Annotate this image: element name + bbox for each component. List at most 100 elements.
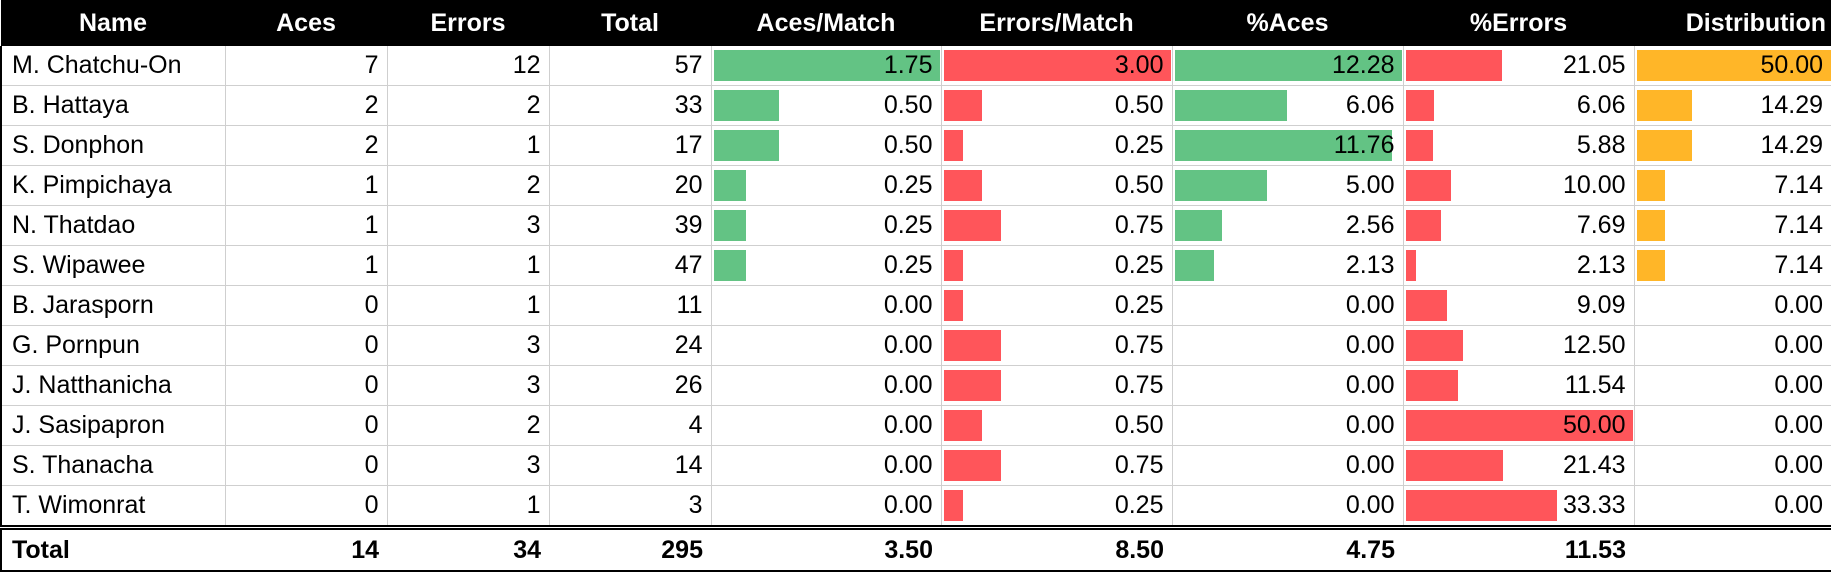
aces-cell[interactable]: 0 [224, 405, 387, 446]
errors-per-match-cell[interactable]: 3.00 [940, 46, 1172, 86]
errors-cell[interactable]: 1 [386, 125, 549, 166]
aces-cell[interactable]: 1 [224, 245, 387, 286]
distribution-cell[interactable]: 0.00 [1633, 485, 1831, 528]
aces-cell[interactable]: 7 [224, 46, 387, 86]
total-cell[interactable]: 17 [548, 125, 711, 166]
total-cell[interactable]: 47 [548, 245, 711, 286]
pct-aces-cell[interactable]: 2.56 [1171, 205, 1403, 246]
aces-cell[interactable]: 2 [224, 85, 387, 126]
errors-cell[interactable]: 3 [386, 365, 549, 406]
aces-per-match-cell[interactable]: 0.25 [710, 205, 941, 246]
aces-per-match-cell[interactable]: 0.25 [710, 245, 941, 286]
player-name-cell[interactable]: J. Natthanicha [0, 365, 225, 406]
pct-aces-cell[interactable]: 11.76 [1171, 125, 1403, 166]
totals-label[interactable]: Total [0, 525, 225, 572]
errors-cell[interactable]: 1 [386, 285, 549, 326]
distribution-cell[interactable]: 14.29 [1633, 85, 1831, 126]
aces-per-match-cell[interactable]: 0.00 [710, 485, 941, 528]
player-name-cell[interactable]: S. Thanacha [0, 445, 225, 486]
totals-errors-per-match[interactable]: 8.50 [941, 525, 1172, 572]
header-errors-per-match[interactable]: Errors/Match [941, 0, 1172, 46]
total-cell[interactable]: 57 [548, 46, 711, 86]
header-name[interactable]: Name [1, 0, 225, 46]
aces-per-match-cell[interactable]: 0.50 [710, 125, 941, 166]
errors-per-match-cell[interactable]: 0.75 [940, 205, 1172, 246]
errors-per-match-cell[interactable]: 0.25 [940, 485, 1172, 528]
total-cell[interactable]: 14 [548, 445, 711, 486]
header-distribution[interactable]: Distribution [1634, 0, 1831, 46]
player-name-cell[interactable]: J. Sasipapron [0, 405, 225, 446]
errors-per-match-cell[interactable]: 0.25 [940, 245, 1172, 286]
errors-cell[interactable]: 3 [386, 445, 549, 486]
totals-aces-per-match[interactable]: 3.50 [711, 525, 941, 572]
distribution-cell[interactable]: 14.29 [1633, 125, 1831, 166]
aces-cell[interactable]: 0 [224, 325, 387, 366]
header-total[interactable]: Total [549, 0, 711, 46]
aces-per-match-cell[interactable]: 0.00 [710, 445, 941, 486]
aces-per-match-cell[interactable]: 1.75 [710, 46, 941, 86]
aces-cell[interactable]: 0 [224, 365, 387, 406]
header-errors[interactable]: Errors [387, 0, 549, 46]
player-name-cell[interactable]: B. Hattaya [0, 85, 225, 126]
errors-per-match-cell[interactable]: 0.75 [940, 445, 1172, 486]
distribution-cell[interactable]: 7.14 [1633, 205, 1831, 246]
pct-errors-cell[interactable]: 50.00 [1402, 405, 1634, 446]
total-cell[interactable]: 20 [548, 165, 711, 206]
errors-per-match-cell[interactable]: 0.75 [940, 325, 1172, 366]
distribution-cell[interactable]: 0.00 [1633, 285, 1831, 326]
aces-cell[interactable]: 0 [224, 285, 387, 326]
pct-aces-cell[interactable]: 0.00 [1171, 485, 1403, 528]
pct-errors-cell[interactable]: 6.06 [1402, 85, 1634, 126]
distribution-cell[interactable]: 7.14 [1633, 165, 1831, 206]
errors-cell[interactable]: 12 [386, 46, 549, 86]
player-name-cell[interactable]: G. Pornpun [0, 325, 225, 366]
player-name-cell[interactable]: S. Wipawee [0, 245, 225, 286]
errors-cell[interactable]: 2 [386, 85, 549, 126]
errors-cell[interactable]: 1 [386, 245, 549, 286]
totals-pct-errors[interactable]: 11.53 [1403, 525, 1634, 572]
total-cell[interactable]: 24 [548, 325, 711, 366]
header-pct-aces[interactable]: %Aces [1172, 0, 1403, 46]
pct-aces-cell[interactable]: 5.00 [1171, 165, 1403, 206]
errors-per-match-cell[interactable]: 0.25 [940, 285, 1172, 326]
player-name-cell[interactable]: T. Wimonrat [0, 485, 225, 528]
totals-distribution[interactable] [1634, 525, 1831, 572]
pct-errors-cell[interactable]: 33.33 [1402, 485, 1634, 528]
header-aces[interactable]: Aces [225, 0, 387, 46]
totals-total[interactable]: 295 [549, 525, 711, 572]
total-cell[interactable]: 33 [548, 85, 711, 126]
aces-per-match-cell[interactable]: 0.00 [710, 405, 941, 446]
errors-cell[interactable]: 3 [386, 325, 549, 366]
distribution-cell[interactable]: 7.14 [1633, 245, 1831, 286]
pct-aces-cell[interactable]: 6.06 [1171, 85, 1403, 126]
errors-per-match-cell[interactable]: 0.25 [940, 125, 1172, 166]
pct-errors-cell[interactable]: 7.69 [1402, 205, 1634, 246]
errors-per-match-cell[interactable]: 0.50 [940, 165, 1172, 206]
totals-errors[interactable]: 34 [387, 525, 549, 572]
distribution-cell[interactable]: 0.00 [1633, 405, 1831, 446]
aces-per-match-cell[interactable]: 0.50 [710, 85, 941, 126]
pct-errors-cell[interactable]: 10.00 [1402, 165, 1634, 206]
pct-errors-cell[interactable]: 11.54 [1402, 365, 1634, 406]
pct-aces-cell[interactable]: 0.00 [1171, 325, 1403, 366]
totals-pct-aces[interactable]: 4.75 [1172, 525, 1403, 572]
aces-cell[interactable]: 0 [224, 445, 387, 486]
pct-errors-cell[interactable]: 12.50 [1402, 325, 1634, 366]
pct-aces-cell[interactable]: 12.28 [1171, 46, 1403, 86]
total-cell[interactable]: 3 [548, 485, 711, 528]
total-cell[interactable]: 11 [548, 285, 711, 326]
pct-aces-cell[interactable]: 0.00 [1171, 285, 1403, 326]
errors-per-match-cell[interactable]: 0.50 [940, 405, 1172, 446]
distribution-cell[interactable]: 0.00 [1633, 365, 1831, 406]
pct-errors-cell[interactable]: 9.09 [1402, 285, 1634, 326]
distribution-cell[interactable]: 0.00 [1633, 325, 1831, 366]
errors-cell[interactable]: 2 [386, 165, 549, 206]
total-cell[interactable]: 39 [548, 205, 711, 246]
aces-cell[interactable]: 1 [224, 165, 387, 206]
aces-per-match-cell[interactable]: 0.25 [710, 165, 941, 206]
pct-errors-cell[interactable]: 21.43 [1402, 445, 1634, 486]
errors-cell[interactable]: 1 [386, 485, 549, 528]
errors-per-match-cell[interactable]: 0.50 [940, 85, 1172, 126]
distribution-cell[interactable]: 0.00 [1633, 445, 1831, 486]
pct-aces-cell[interactable]: 2.13 [1171, 245, 1403, 286]
